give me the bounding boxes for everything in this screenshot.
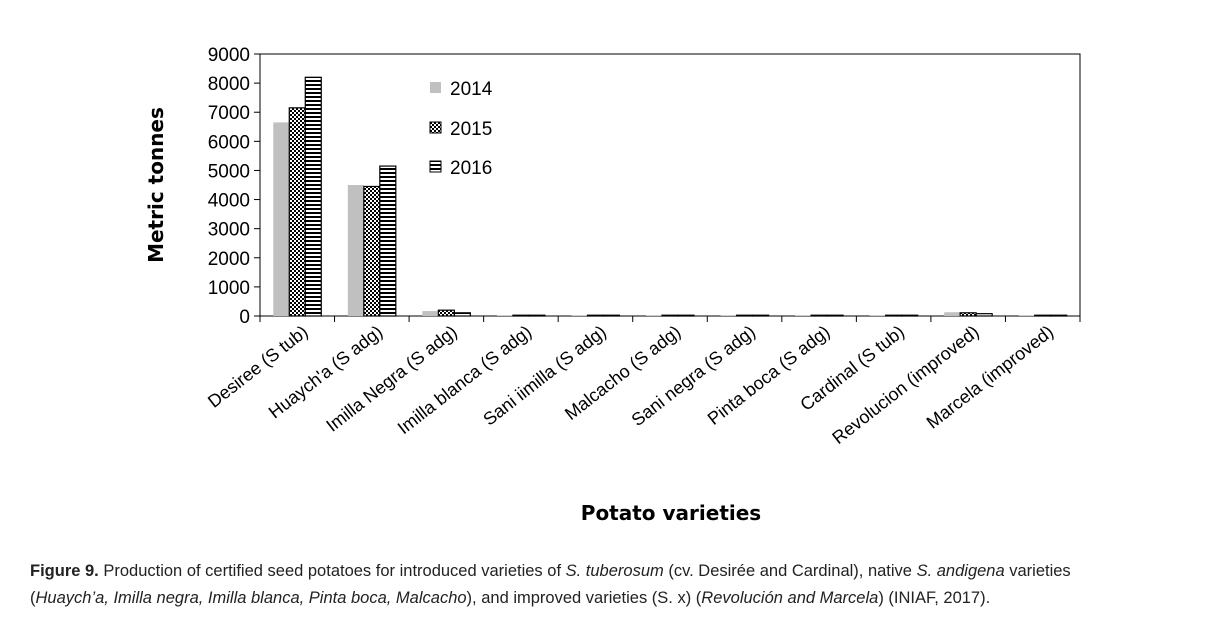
bar-2016-2 xyxy=(453,312,471,317)
caption-label: Figure 9. xyxy=(30,562,99,580)
bar-2016-0 xyxy=(304,76,322,317)
bar-2015-1 xyxy=(363,185,381,317)
bar-2014-9 xyxy=(944,312,961,316)
x-tick-label: Marcela (improved) xyxy=(923,321,1057,432)
bar-2016-1 xyxy=(379,165,397,317)
bar-2015-4 xyxy=(586,314,605,317)
caption-italic: Huaych’a, Imilla negra, Imilla blanca, P… xyxy=(35,589,467,607)
caption-text: (cv. Desirée and Cardinal), native xyxy=(663,562,917,580)
legend-label-2016: 2016 xyxy=(450,158,492,179)
bar-2014-7 xyxy=(795,315,812,316)
bar-2014-8 xyxy=(869,315,886,316)
x-tick-label: Sani iimilla (S adg) xyxy=(479,321,610,429)
caption-text: ), and improved varieties (S. x) ( xyxy=(466,589,702,607)
y-tick-label: 1000 xyxy=(208,278,250,299)
figure-caption: Figure 9. Production of certified seed p… xyxy=(30,558,1210,612)
caption-italic: S. andigena xyxy=(916,562,1005,580)
x-tick-label: Imilla Negra (S adg) xyxy=(322,321,460,435)
x-tick-label: Pinta boca (S adg) xyxy=(704,321,834,429)
bar-2014-6 xyxy=(720,315,737,316)
y-tick-label: 8000 xyxy=(208,74,250,95)
bar-2016-9 xyxy=(975,313,993,317)
y-tick-label: 0 xyxy=(239,307,250,328)
caption-text: ( xyxy=(30,589,36,607)
x-axis: Desiree (S tub)Huaych'a (S adg)Imilla Ne… xyxy=(204,316,1081,448)
caption-text: Production of certified seed potatoes fo… xyxy=(98,562,566,580)
y-axis: 0 1000 2000 3000 4000 5000 6000 7000 8000 9000 xyxy=(208,45,260,328)
legend-swatch-2016 xyxy=(429,160,442,173)
caption-italic: S. tuberosum xyxy=(565,562,664,580)
y-tick-label: 5000 xyxy=(208,161,250,182)
bar-2016-4 xyxy=(602,314,621,317)
bar-2015-5 xyxy=(661,314,679,317)
legend-swatch-2015 xyxy=(429,121,442,134)
bars-group xyxy=(273,76,1068,317)
bar-2016-8 xyxy=(901,314,919,317)
bar-2016-7 xyxy=(826,314,844,317)
x-axis-title: Potato varieties xyxy=(581,501,761,525)
bar-2015-7 xyxy=(810,314,828,317)
bar-2015-9 xyxy=(959,312,977,317)
bar-2015-6 xyxy=(735,314,754,317)
caption-text: ) (INIAF, 2017). xyxy=(878,589,991,607)
bar-chart: 0 1000 2000 3000 4000 5000 6000 7000 8000 9000 De… xyxy=(144,45,1081,525)
bar-2015-10 xyxy=(1034,314,1052,317)
x-tick-label: Imilla blanca (S adg) xyxy=(394,321,536,438)
bar-2014-10 xyxy=(1018,315,1035,316)
legend: 2014 2015 2016 xyxy=(429,79,493,179)
bar-2015-2 xyxy=(437,309,455,317)
caption-text: varieties xyxy=(1004,562,1071,580)
bar-2014-2 xyxy=(422,311,439,316)
y-tick-label: 3000 xyxy=(208,220,250,241)
bar-2015-8 xyxy=(885,314,903,317)
x-tick-label: Revolucion (improved) xyxy=(828,321,982,448)
legend-label-2015: 2015 xyxy=(450,119,492,140)
bar-2016-10 xyxy=(1050,314,1068,317)
x-tick-label: Sani negra (S adg) xyxy=(628,321,759,430)
y-tick-label: 6000 xyxy=(208,132,250,153)
bar-2014-1 xyxy=(347,185,364,316)
y-tick-label: 9000 xyxy=(208,45,250,66)
legend-swatch-2014 xyxy=(430,82,441,93)
bar-2014-5 xyxy=(646,315,662,316)
y-axis-title: Metric tonnes xyxy=(144,107,168,263)
y-tick-label: 2000 xyxy=(208,249,250,270)
bar-2014-4 xyxy=(571,315,588,316)
bar-2016-6 xyxy=(751,314,770,317)
bar-2016-5 xyxy=(677,314,695,317)
y-tick-label: 7000 xyxy=(208,103,250,124)
y-tick-label: 4000 xyxy=(208,191,250,212)
bar-2015-3 xyxy=(512,314,530,317)
bar-2015-0 xyxy=(288,107,306,317)
legend-label-2014: 2014 xyxy=(450,79,493,100)
caption-italic: Revolución and Marcela xyxy=(701,589,879,607)
bar-2016-3 xyxy=(528,314,546,317)
bar-2014-3 xyxy=(496,315,513,316)
bar-2014-0 xyxy=(273,122,290,317)
